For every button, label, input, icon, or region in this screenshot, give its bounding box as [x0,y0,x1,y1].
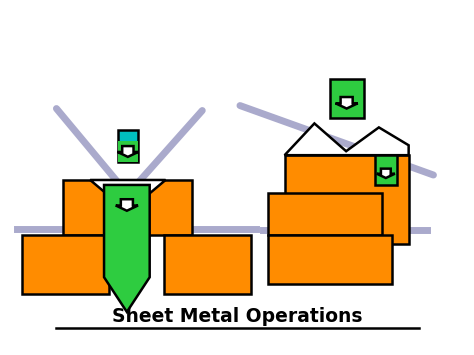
Polygon shape [118,146,138,157]
FancyBboxPatch shape [118,130,138,162]
Polygon shape [284,124,409,155]
Text: Sheet Metal Operations: Sheet Metal Operations [112,307,362,326]
Polygon shape [104,185,150,312]
FancyBboxPatch shape [268,193,382,235]
Polygon shape [116,199,138,211]
FancyBboxPatch shape [118,142,138,162]
FancyBboxPatch shape [22,235,109,294]
Polygon shape [90,180,165,212]
FancyBboxPatch shape [164,235,251,294]
FancyBboxPatch shape [330,79,364,119]
FancyBboxPatch shape [284,155,409,245]
Polygon shape [377,169,395,178]
FancyBboxPatch shape [64,180,192,235]
FancyBboxPatch shape [375,155,397,185]
Polygon shape [336,97,358,109]
FancyBboxPatch shape [268,235,392,284]
